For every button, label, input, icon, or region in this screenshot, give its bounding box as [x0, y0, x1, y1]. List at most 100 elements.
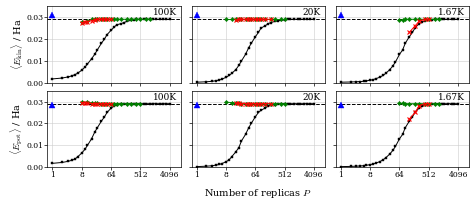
PILE [236, 64, 242, 67]
Text: 100K: 100K [153, 93, 177, 102]
PILE [311, 18, 317, 20]
PIGLET [253, 18, 258, 20]
PIQTB [402, 102, 408, 105]
PIGLET [94, 102, 100, 105]
PIGLET [108, 102, 114, 105]
PIQTB [128, 18, 134, 20]
PILE [111, 26, 117, 28]
PILE [79, 152, 85, 154]
PILE [104, 33, 110, 36]
PILE [131, 102, 137, 105]
PILE [255, 111, 261, 114]
PILE [301, 102, 307, 105]
PILE [304, 102, 310, 105]
PILE [104, 111, 110, 114]
PIQTB [79, 21, 85, 23]
PILE [167, 102, 173, 105]
PIGLET [89, 102, 94, 105]
PIQTB [243, 102, 248, 105]
PILE [69, 159, 75, 162]
PIGLET [255, 102, 261, 105]
PILE [392, 61, 398, 63]
PILE [406, 120, 412, 122]
PILE [373, 162, 379, 164]
PIGLET [94, 18, 100, 20]
PILE [209, 80, 215, 83]
PILE [203, 165, 209, 167]
PIQTB [111, 102, 117, 105]
PILE [272, 20, 278, 23]
PIQTB [124, 102, 129, 105]
PILE [338, 165, 344, 168]
PILE [436, 102, 441, 105]
PILE [265, 22, 271, 25]
PIQTB [99, 18, 104, 20]
PILE [297, 18, 303, 20]
PILE [255, 31, 261, 34]
PILE [131, 19, 137, 21]
PILE [446, 102, 451, 105]
PILE [377, 76, 383, 78]
PILE [301, 18, 307, 20]
PIQTB [255, 102, 261, 105]
PIQTB [432, 18, 438, 20]
PILE [432, 102, 438, 105]
PILE [89, 58, 94, 60]
PILE [229, 155, 235, 158]
PILE [307, 102, 313, 105]
PILE [361, 164, 366, 167]
PILE [422, 20, 428, 22]
PILE [219, 78, 225, 80]
PILE [233, 69, 238, 71]
PILE [348, 81, 354, 83]
PILE [92, 131, 98, 133]
PILE [94, 127, 100, 129]
PILE [157, 102, 163, 105]
PIGLET [248, 102, 254, 105]
PILE [167, 18, 173, 20]
PILE [226, 74, 232, 77]
PILE [377, 160, 383, 163]
PIQTB [436, 102, 441, 105]
PIGLET [243, 102, 248, 105]
PIQTB [114, 102, 119, 105]
PILE [89, 137, 94, 140]
PIQTB [223, 18, 229, 20]
PIGLET [258, 18, 264, 20]
PIGLET [233, 19, 238, 22]
PILE [272, 103, 278, 106]
PIQTB [147, 18, 153, 20]
PIGLET [238, 102, 244, 105]
PIQTB [248, 18, 254, 20]
PILE [114, 23, 119, 26]
PILE [75, 72, 81, 74]
PILE [363, 164, 369, 166]
PILE [151, 102, 156, 105]
PIQTB [282, 102, 287, 105]
Line: PIGLET: PIGLET [407, 102, 431, 121]
PILE [311, 102, 317, 105]
Line: PILE: PILE [339, 102, 459, 168]
PILE [82, 66, 88, 68]
PIQTB [143, 18, 149, 20]
PILE [85, 63, 91, 65]
PILE [429, 19, 435, 21]
PILE [295, 102, 301, 105]
Line: PIQTB: PIQTB [80, 100, 142, 105]
PILE [141, 102, 146, 105]
PIQTB [137, 18, 143, 20]
PIGLET [412, 25, 418, 27]
PILE [108, 107, 114, 109]
PIQTB [238, 102, 244, 105]
PIGLET [99, 18, 104, 20]
PIGLET [262, 18, 268, 20]
PIQTB [89, 18, 94, 20]
PILE [92, 53, 98, 55]
PIQTB [262, 102, 268, 105]
PIGLET [253, 102, 258, 105]
PILE [402, 127, 408, 129]
PIGLET [85, 20, 91, 23]
PILE [213, 164, 219, 166]
Text: 1.67K: 1.67K [438, 93, 465, 102]
PIQTB [253, 18, 258, 20]
